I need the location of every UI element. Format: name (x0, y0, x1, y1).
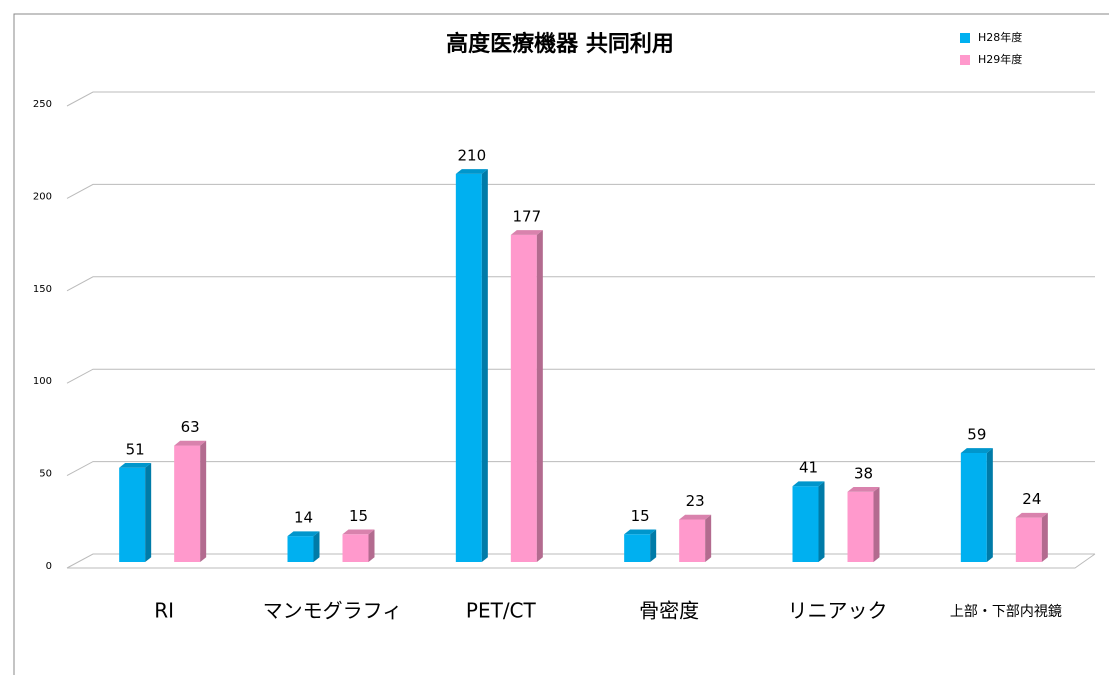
bar-top (342, 529, 375, 535)
bar-front (174, 445, 201, 562)
bar (792, 481, 825, 562)
x-tick-label: 上部・下部内視鏡 (950, 604, 1062, 620)
bar-side (650, 529, 657, 562)
bar (960, 448, 993, 562)
legend-label: H29年度 (978, 52, 1022, 66)
y-tick-label: 200 (33, 191, 52, 202)
bar-side (986, 448, 993, 562)
bar-side (200, 440, 207, 562)
floor (67, 553, 1096, 569)
bar-side (145, 462, 152, 562)
bar-side (818, 481, 825, 562)
bar-top (624, 529, 657, 535)
chart-frame (13, 13, 1109, 675)
bar (624, 529, 657, 562)
bar-top (287, 531, 320, 537)
bar-top (679, 514, 712, 520)
bar-side (313, 531, 320, 562)
bar-front (792, 486, 819, 562)
x-tick-label: 骨密度 (639, 599, 699, 623)
bar-side (536, 230, 543, 562)
bar-top (455, 169, 488, 174)
bar-side (368, 529, 375, 562)
bar (119, 462, 152, 562)
grid-line (66, 276, 1095, 292)
bar-front (960, 452, 987, 562)
bar-front (119, 467, 146, 562)
legend-swatch (960, 33, 970, 43)
bar-front (342, 534, 369, 562)
bar (455, 169, 488, 563)
bar-top (174, 440, 207, 446)
value-label: 38 (854, 464, 873, 482)
bar-top (1015, 512, 1048, 518)
value-label: 210 (458, 146, 487, 164)
bar-top (119, 462, 152, 468)
x-tick-label: PET/CT (466, 599, 537, 623)
bar-front (847, 491, 874, 562)
value-label: 177 (513, 207, 542, 225)
bar (342, 529, 375, 562)
bar (510, 230, 543, 563)
bar-side (873, 486, 880, 562)
bar (287, 531, 320, 562)
bar (174, 440, 207, 562)
bar-front (455, 173, 482, 563)
bar-front (624, 534, 651, 562)
value-label: 41 (799, 459, 818, 477)
grid-line (66, 91, 1095, 107)
chart-title: 高度医療機器 共同利用 (446, 31, 674, 57)
bar (1015, 512, 1048, 562)
x-tick-label: マンモグラフィ (263, 599, 403, 623)
grid-line (66, 553, 1095, 569)
value-label: 59 (967, 425, 986, 443)
value-label: 15 (349, 507, 368, 525)
legend-swatch (960, 55, 970, 65)
bar-top (510, 230, 543, 235)
bar-top (847, 486, 880, 492)
bar-top (960, 448, 993, 453)
x-tick-label: RI (154, 599, 174, 623)
value-label: 63 (181, 418, 200, 436)
bar (847, 486, 880, 562)
y-tick-label: 100 (33, 376, 52, 387)
grid-line (66, 183, 1095, 199)
value-label: 15 (631, 507, 650, 525)
value-label: 51 (126, 440, 145, 458)
y-tick-label: 150 (33, 284, 52, 295)
bar-front (1015, 517, 1042, 562)
bar-front (679, 519, 706, 562)
bar-front (287, 536, 314, 562)
grid-line (66, 368, 1095, 384)
bar-top (792, 481, 825, 487)
grid-line (66, 461, 1095, 477)
value-label: 24 (1022, 490, 1041, 508)
bar-side (705, 514, 712, 562)
bar (679, 514, 712, 562)
y-tick-label: 250 (33, 99, 52, 110)
x-tick-label: リニアック (788, 599, 888, 623)
bar-front (510, 234, 537, 563)
bar-side (1041, 512, 1048, 562)
y-tick-label: 50 (39, 469, 52, 480)
bar-side (481, 169, 488, 562)
value-label: 14 (294, 509, 313, 527)
value-label: 23 (686, 492, 705, 510)
legend-label: H28年度 (978, 30, 1022, 44)
y-tick-label: 0 (46, 561, 52, 572)
